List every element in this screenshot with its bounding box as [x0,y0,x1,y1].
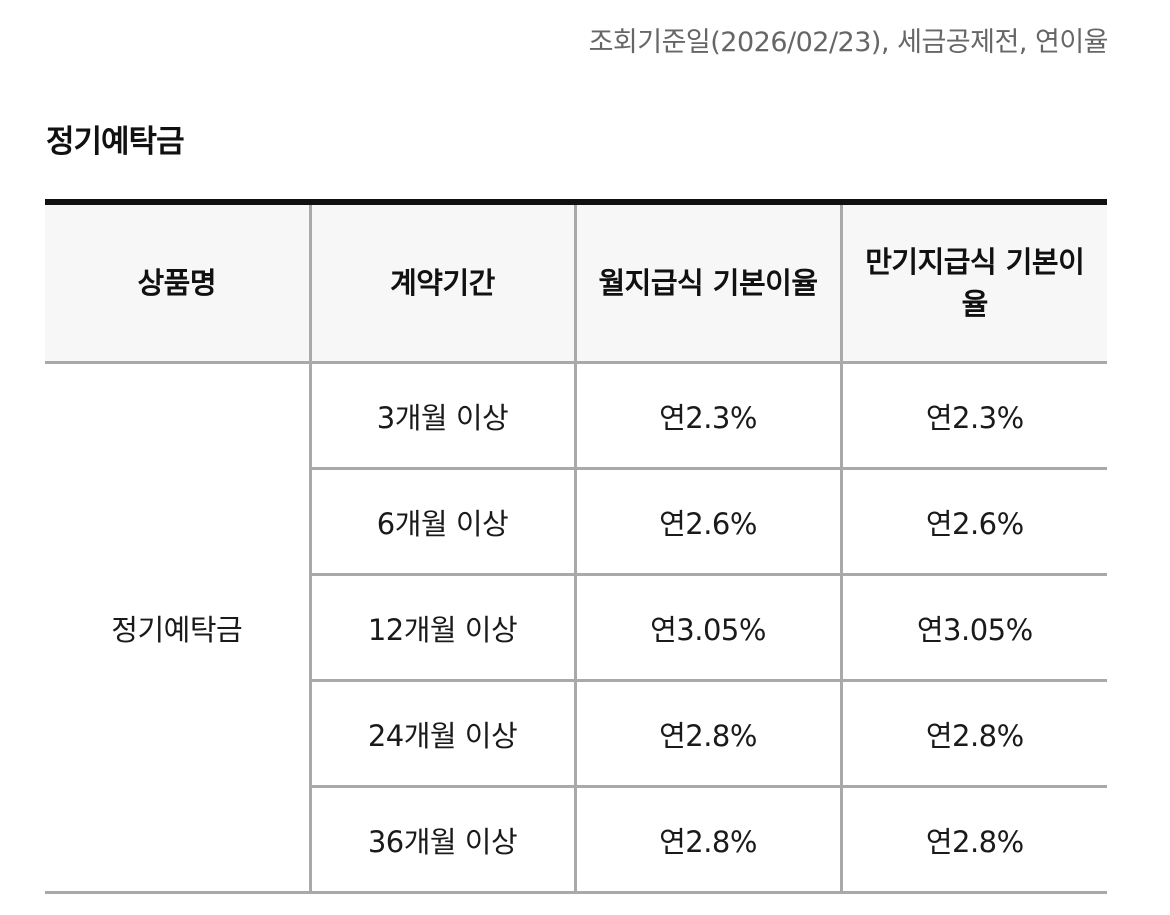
header-maturity-rate: 만기지급식 기본이율 [839,202,1107,364]
header-product-name: 상품명 [45,202,310,364]
header-contract-term: 계약기간 [308,202,575,364]
table-row: 정기예탁금 3개월 이상 연2.3% 연2.3% [45,362,1107,647]
product-name-cell: 정기예탁금 [111,612,243,647]
maturity-rate-cell: 연2.8% [839,786,1107,894]
maturity-rate-cell: 연2.8% [839,680,1107,788]
monthly-rate-cell: 연3.05% [573,574,841,682]
term-cell: 24개월 이상 [308,680,575,788]
table-row: 24개월 이상 연2.8% 연2.8% [45,680,1107,788]
maturity-rate-cell: 연3.05% [839,574,1107,682]
interest-rate-table: 상품명 계약기간 월지급식 기본이율 만기지급식 기본이율 정기예탁금 3개월 … [45,199,1107,894]
header-monthly-rate: 월지급식 기본이율 [573,202,841,364]
monthly-rate-cell: 연2.6% [573,468,841,576]
table-header-row: 상품명 계약기간 월지급식 기본이율 만기지급식 기본이율 [45,202,1107,364]
term-cell: 36개월 이상 [308,786,575,894]
table-row: 36개월 이상 연2.8% 연2.8% [45,786,1107,894]
monthly-rate-cell: 연2.3% [573,362,841,470]
monthly-rate-cell: 연2.8% [573,786,841,894]
term-cell: 12개월 이상 [308,574,575,682]
table-row: 12개월 이상 연3.05% 연3.05% [45,574,1107,682]
term-cell: 3개월 이상 [308,362,575,470]
reference-date-note: 조회기준일(2026/02/23), 세금공제전, 연이율 [588,27,1109,58]
section-title: 정기예탁금 [46,124,185,160]
maturity-rate-cell: 연2.3% [839,362,1107,470]
monthly-rate-cell: 연2.8% [573,680,841,788]
maturity-rate-cell: 연2.6% [839,468,1107,576]
table-row: 6개월 이상 연2.6% 연2.6% [45,468,1107,576]
term-cell: 6개월 이상 [308,468,575,576]
